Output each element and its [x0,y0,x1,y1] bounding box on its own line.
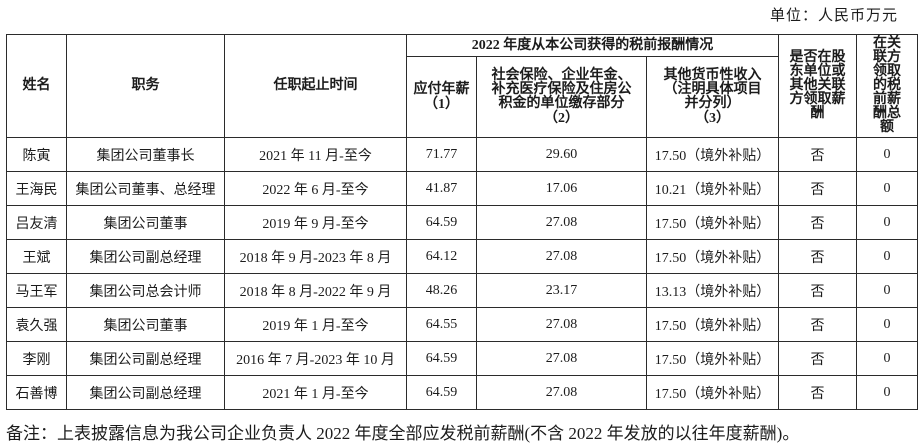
cell-salary: 64.59 [406,341,477,376]
col-header-name: 姓名 [6,34,67,138]
cell-related-flag: 否 [778,171,858,206]
cell-position: 集团公司副总经理 [66,375,225,410]
cell-other: 17.50（境外补贴） [645,307,780,342]
table-row: 陈寅 集团公司董事长 2021 年 11 月-至今 71.77 29.60 17… [6,137,919,172]
cell-social: 27.08 [476,341,647,376]
cell-related-amount: 0 [856,341,919,376]
cell-related-flag: 否 [778,239,858,274]
cell-social: 29.60 [476,137,647,172]
cell-term: 2022 年 6 月-至今 [224,171,407,206]
cell-related-amount: 0 [856,239,919,274]
col-header-social-label: 社会保险、企业年金、补充医疗保险及住房公积金的单位缴存部分 [491,67,632,111]
cell-position: 集团公司副总经理 [66,239,225,274]
cell-name: 李刚 [6,341,67,376]
footer-note: 备注：上表披露信息为我公司企业负责人 2022 年度全部应发税前薪酬(不含 20… [6,424,800,443]
table-row: 李刚 集团公司副总经理 2016 年 7 月-2023 年 10 月 64.59… [6,341,919,376]
table-row: 王海民 集团公司董事、总经理 2022 年 6 月-至今 41.87 17.06… [6,171,919,206]
cell-term: 2019 年 1 月-至今 [224,307,407,342]
cell-other: 17.50（境外补贴） [645,137,780,172]
cell-position: 集团公司董事长 [66,137,225,172]
cell-salary: 64.59 [406,205,477,240]
table-row: 王斌 集团公司副总经理 2018 年 9 月-2023 年 8 月 64.12 … [6,239,919,274]
cell-term: 2019 年 9 月-至今 [224,205,407,240]
cell-social: 27.08 [476,375,647,410]
col-header-other-label: 其他货币性收入（注明具体项目并分列） [663,67,762,111]
cell-position: 集团公司董事 [66,307,225,342]
compensation-table: 姓名 职务 任职起止时间 2022 年度从本公司获得的税前报酬情况 是否在股东单… [6,34,919,410]
cell-term: 2018 年 9 月-2023 年 8 月 [224,239,407,274]
cell-related-amount: 0 [856,205,919,240]
cell-social: 23.17 [476,273,647,308]
cell-related-flag: 否 [778,205,858,240]
cell-related-amount: 0 [856,307,919,342]
col-header-social-number: （2） [544,110,579,126]
unit-label: 单位：人民币万元 [769,8,898,24]
col-header-salary-number: （1） [424,96,459,112]
table-row: 袁久强 集团公司董事 2019 年 1 月-至今 64.55 27.08 17.… [6,307,919,342]
cell-social: 27.08 [476,205,647,240]
cell-social: 27.08 [476,239,647,274]
col-header-group-2022: 2022 年度从本公司获得的税前报酬情况 [405,34,780,57]
cell-related-flag: 否 [778,137,858,172]
cell-salary: 41.87 [406,171,477,206]
cell-term: 2021 年 11 月-至今 [224,137,407,172]
cell-term: 2016 年 7 月-2023 年 10 月 [224,341,407,376]
cell-related-amount: 0 [856,375,919,410]
cell-social: 27.08 [476,307,647,342]
cell-name: 袁久强 [6,307,67,342]
col-header-term: 任职起止时间 [224,34,407,138]
table-row: 石善博 集团公司副总经理 2021 年 1 月-至今 64.59 27.08 1… [6,375,919,410]
cell-term: 2018 年 8 月-2022 年 9 月 [224,273,407,308]
col-header-related-amount: 在关联方领取的税前薪酬总额 [856,34,919,138]
header-row-group: 姓名 职务 任职起止时间 2022 年度从本公司获得的税前报酬情况 是否在股东单… [6,34,919,138]
col-header-other: 其他货币性收入（注明具体项目并分列） （3） [645,56,780,138]
cell-related-flag: 否 [778,273,858,308]
cell-position: 集团公司总会计师 [66,273,225,308]
cell-salary: 64.12 [406,239,477,274]
cell-other: 10.21（境外补贴） [645,171,780,206]
col-header-position: 职务 [66,34,225,138]
cell-name: 王斌 [6,239,67,274]
cell-position: 集团公司董事 [66,205,225,240]
table-row: 马王军 集团公司总会计师 2018 年 8 月-2022 年 9 月 48.26… [6,273,919,308]
cell-name: 陈寅 [6,137,67,172]
header-row-sub: 应付年薪 （1） 社会保险、企业年金、补充医疗保险及住房公积金的单位缴存部分 （… [7,56,918,138]
cell-name: 吕友清 [6,205,67,240]
cell-term: 2021 年 1 月-至今 [224,375,407,410]
cell-name: 石善博 [6,375,67,410]
col-header-other-number: （3） [695,110,731,126]
cell-salary: 64.55 [406,307,477,342]
cell-salary: 48.26 [406,273,477,308]
cell-related-amount: 0 [856,137,919,172]
cell-name: 王海民 [6,171,67,206]
cell-related-flag: 否 [778,341,858,376]
cell-related-amount: 0 [856,273,919,308]
col-header-salary: 应付年薪 （1） [406,56,477,138]
cell-related-amount: 0 [856,171,919,206]
cell-salary: 64.59 [406,375,477,410]
cell-social: 17.06 [476,171,647,206]
cell-other: 17.50（境外补贴） [645,375,780,410]
cell-position: 集团公司董事、总经理 [66,171,225,206]
cell-position: 集团公司副总经理 [66,341,225,376]
table-row: 吕友清 集团公司董事 2019 年 9 月-至今 64.59 27.08 17.… [6,205,919,240]
col-header-social: 社会保险、企业年金、补充医疗保险及住房公积金的单位缴存部分 （2） [476,56,647,138]
cell-related-flag: 否 [778,375,858,410]
cell-other: 17.50（境外补贴） [645,205,780,240]
cell-other: 13.13（境外补贴） [645,273,780,308]
cell-salary: 71.77 [406,137,477,172]
col-header-salary-label: 应付年薪 [413,81,470,97]
cell-name: 马王军 [6,273,67,308]
cell-other: 17.50（境外补贴） [645,341,780,376]
col-header-related-flag: 是否在股东单位或其他关联方领取薪酬 [778,34,858,138]
cell-other: 17.50（境外补贴） [645,239,780,274]
cell-related-flag: 否 [778,307,858,342]
